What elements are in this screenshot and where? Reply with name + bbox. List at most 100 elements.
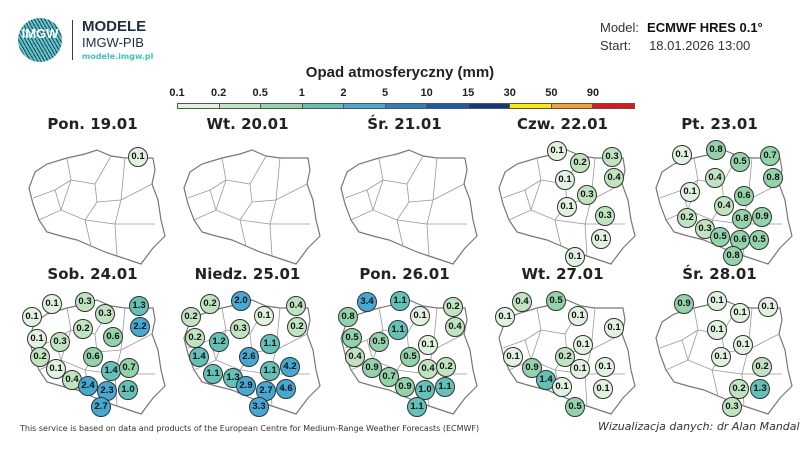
legend-swatch [551,104,594,108]
precip-value-marker: 0.3 [722,397,742,417]
precip-value-marker: 1.1 [260,334,280,354]
legend-colorbar [177,103,635,109]
precip-value-marker: 0.1 [758,297,778,317]
precip-value-marker: 0.5 [369,332,389,352]
precip-value-marker: 0.1 [552,377,572,397]
precip-value-marker: 1.0 [415,380,435,400]
legend-title: Opad atmosferyczny (mm) [305,64,495,81]
legend-swatch [261,104,303,108]
legend-tick: 90 [586,87,600,99]
precip-value-marker: 0.2 [436,357,456,377]
day-title: Wt. 27.01 [521,265,604,283]
precip-value-marker: 0.1 [557,197,577,217]
precip-value-marker: 0.1 [46,359,66,379]
precip-value-marker: 2.0 [231,291,251,311]
precip-value-marker: 0.9 [752,207,772,227]
precip-value-marker: 0.4 [714,196,734,216]
start-info: Start: 18.01.2026 13:00 [600,38,750,53]
precip-value-marker: 0.1 [570,359,590,379]
logo-divider [72,20,73,60]
precip-value-marker: 0.9 [674,294,694,314]
legend-tick: 0.2 [210,87,227,99]
legend-swatch [302,104,345,108]
precip-value-marker: 0.2 [555,347,575,367]
precip-value-marker: 2.2 [130,317,150,337]
precip-value-marker: 1.1 [203,364,223,384]
precip-value-marker: 0.3 [230,319,250,339]
precip-value-marker: 0.1 [573,335,593,355]
precip-value-marker: 0.2 [30,347,50,367]
precip-value-marker: 0.1 [733,335,753,355]
poland-outline [340,149,478,265]
precip-value-marker: 3.4 [357,292,377,312]
precip-value-marker: 1.4 [189,347,209,367]
precip-value-marker: 0.1 [593,379,613,399]
day-title: Sob. 24.01 [47,265,138,283]
precip-value-marker: 0.1 [555,170,575,190]
day-title: Niedz. 25.01 [194,265,301,283]
precip-value-marker: 0.5 [749,230,769,250]
precip-value-marker: 0.5 [710,227,730,247]
model-info: Model: ECMWF HRES 0.1° [600,20,763,35]
precip-value-marker: 2.4 [78,376,98,396]
precip-value-marker: 0.7 [119,358,139,378]
precip-value-marker: 0.1 [410,306,430,326]
precip-value-marker: 0.1 [503,347,523,367]
precip-value-marker: 0.1 [711,347,731,367]
precip-value-marker: 0.1 [730,303,750,323]
precip-value-marker: 0.5 [342,328,362,348]
legend-swatch [344,104,386,108]
legend-swatch [219,104,262,108]
precip-value-marker: 2.6 [239,347,259,367]
day-title: Czw. 22.01 [516,115,608,133]
precip-value-marker: 0.4 [286,296,306,316]
brand-url[interactable]: modele.imgw.pl [82,52,154,61]
brand-subtitle: IMGW-PIB [82,35,144,50]
poland-map [180,140,325,270]
precip-value-marker: 0.2 [287,317,307,337]
logo-text: IMGW [21,26,59,41]
precip-value-marker: 1.0 [118,380,138,400]
precip-value-marker: 0.8 [763,168,783,188]
legend-swatch [385,104,428,108]
precip-value-marker: 0.1 [672,145,692,165]
precip-value-marker: 0.7 [379,367,399,387]
imgw-logo: IMGW [18,18,62,62]
precip-value-marker: 0.4 [418,359,438,379]
legend-tick: 15 [462,87,475,99]
precip-value-marker: 0.1 [254,306,274,326]
precip-value-marker: 0.9 [362,358,382,378]
precip-value-marker: 0.6 [83,347,103,367]
precip-value-marker: 0.1 [591,229,611,249]
precip-value-marker: 1.1 [260,361,280,381]
legend-tick: 10 [420,87,433,99]
visualization-credit: Wizualizacja danych: dr Alan Mandal [598,420,800,433]
precip-value-marker: 0.1 [680,182,700,202]
precip-value-marker: 0.4 [345,347,365,367]
precip-value-marker: 0.4 [445,317,465,337]
precip-value-marker: 0.4 [604,168,624,188]
legend-swatch [178,104,220,108]
poland-map [25,140,170,270]
precip-value-marker: 0.1 [22,307,42,327]
precip-value-marker: 0.6 [103,327,123,347]
day-title: Pon. 19.01 [47,115,138,133]
precip-value-marker: 0.3 [595,206,615,226]
precip-value-marker: 0.4 [512,292,532,312]
precip-value-marker: 1.2 [209,332,229,352]
precip-value-marker: 0.6 [734,186,754,206]
precip-value-marker: 2.9 [236,376,256,396]
precip-value-marker: 0.8 [706,140,726,160]
brand-title: MODELE [82,18,147,35]
precip-value-marker: 1.3 [750,379,770,399]
precip-value-marker: 0.9 [395,377,415,397]
day-title: Wt. 20.01 [206,115,289,133]
legend-tick: 50 [545,87,558,99]
precip-value-marker: 0.8 [338,307,358,327]
legend-tick: 0.1 [169,87,185,99]
precip-value-marker: 0.3 [50,332,70,352]
precip-value-marker: 1.1 [407,397,427,417]
poland-outline [28,149,166,265]
precip-value-marker: 1.3 [129,296,149,316]
precip-value-marker: 0.5 [546,291,566,311]
